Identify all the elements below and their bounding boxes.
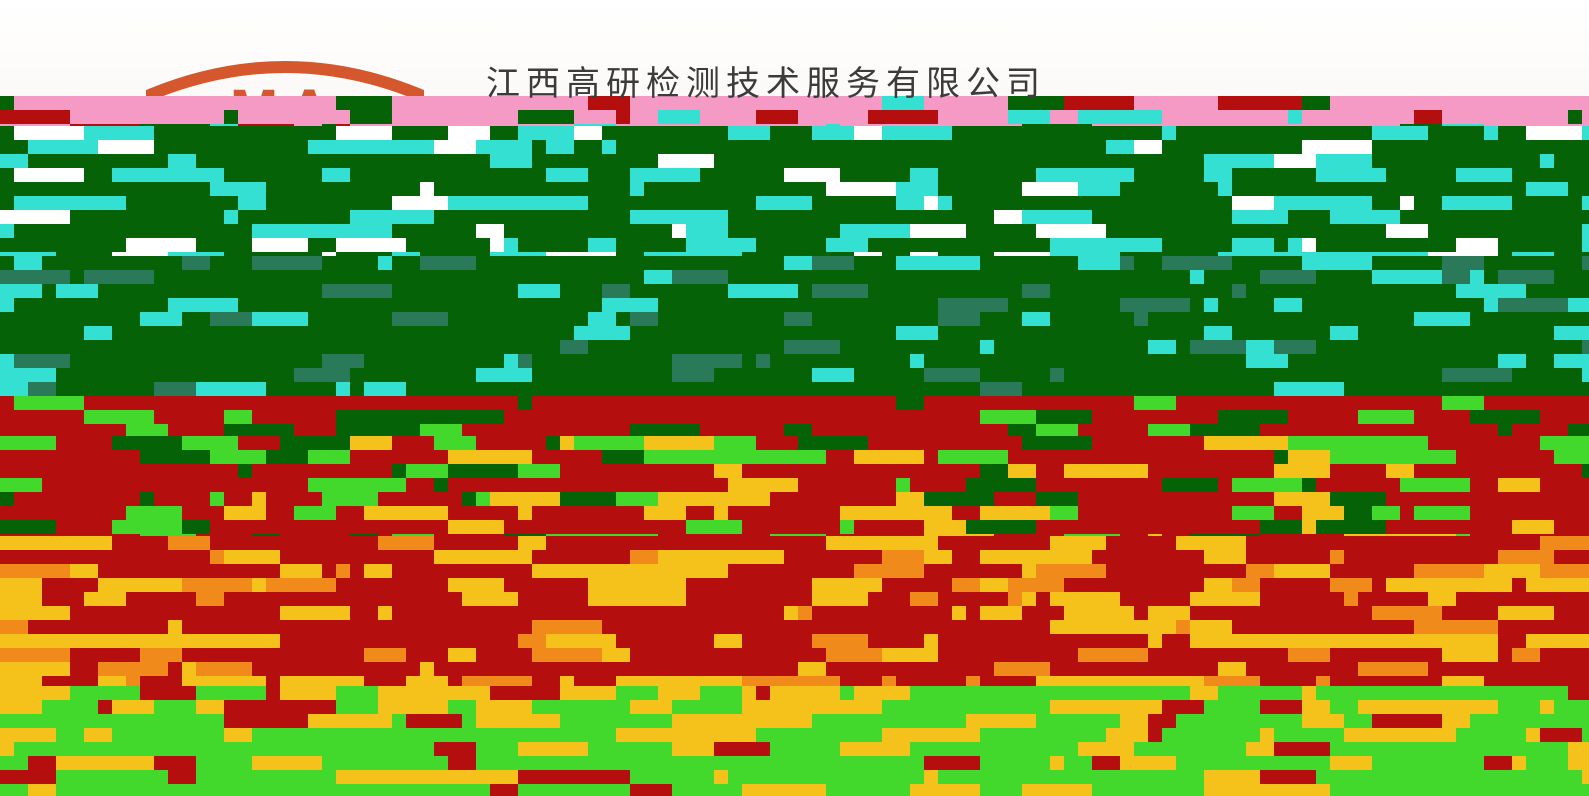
company-name: 江西高研检测技术服务有限公司 (486, 64, 1046, 104)
corrupted-image-area (0, 96, 1589, 796)
logo-arc (146, 61, 424, 154)
